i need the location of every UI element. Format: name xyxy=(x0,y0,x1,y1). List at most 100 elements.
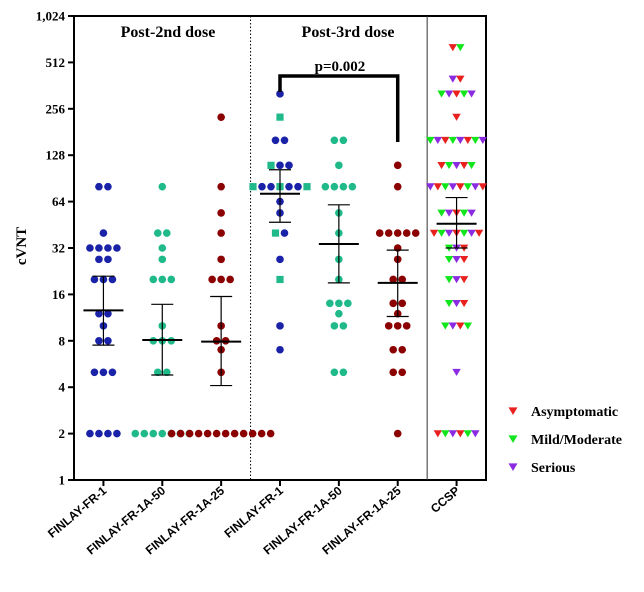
data-point-triangle xyxy=(448,430,458,438)
data-point-triangle xyxy=(448,183,458,191)
data-point-triangle xyxy=(441,136,450,145)
legend: Asymptomatic Mild/Moderate Serious xyxy=(508,405,622,476)
data-point-circle xyxy=(167,429,176,438)
y-axis-title: cVNT xyxy=(14,227,30,265)
data-point-square xyxy=(276,113,284,121)
data-point-circle xyxy=(330,322,339,330)
data-point-circle xyxy=(330,182,339,191)
data-point-triangle xyxy=(456,136,465,145)
data-point-triangle xyxy=(456,322,465,330)
data-point-circle xyxy=(389,275,398,284)
y-tick-label: 128 xyxy=(46,148,66,163)
data-point-triangle xyxy=(459,256,469,264)
p-value-annotation: p=0.002 xyxy=(315,59,366,75)
data-point-circle xyxy=(99,229,108,237)
data-point-triangle xyxy=(444,209,454,217)
data-point-triangle xyxy=(448,44,458,52)
data-point-circle xyxy=(176,429,185,438)
data-point-triangle xyxy=(471,136,480,145)
data-point-triangle xyxy=(478,183,488,191)
data-point-circle xyxy=(95,309,103,318)
data-point-circle xyxy=(217,255,225,264)
significance-bracket xyxy=(278,74,400,142)
legend-label: Serious xyxy=(531,461,576,476)
data-point-triangle xyxy=(437,161,446,170)
data-point-circle xyxy=(375,229,384,237)
data-point-circle xyxy=(86,244,94,252)
data-point-circle xyxy=(104,244,112,252)
data-point-circle xyxy=(104,309,112,318)
legend-label: Mild/Moderate xyxy=(531,433,622,448)
data-point-triangle xyxy=(467,209,476,217)
data-point-circle xyxy=(162,368,171,377)
data-point-circle xyxy=(217,182,225,191)
data-point-triangle xyxy=(452,256,461,264)
data-point-triangle xyxy=(467,161,476,170)
data-point-circle xyxy=(158,429,167,438)
data-point-triangle xyxy=(463,430,473,438)
data-point-triangle xyxy=(448,136,458,145)
data-point-circle xyxy=(393,322,402,330)
data-point-circle xyxy=(276,255,284,264)
data-point-circle xyxy=(402,229,411,237)
data-point-triangle xyxy=(459,161,469,170)
data-point-triangle xyxy=(459,229,469,237)
data-point-triangle xyxy=(452,276,461,284)
data-point-triangle xyxy=(459,209,469,217)
data-point-triangle xyxy=(444,90,454,98)
data-point-circle xyxy=(258,182,266,191)
data-point-triangle xyxy=(471,430,480,438)
data-point-circle xyxy=(339,368,348,377)
data-point-circle xyxy=(221,429,230,438)
legend-marker xyxy=(508,407,518,416)
data-point-circle xyxy=(257,429,266,438)
data-point-circle xyxy=(217,113,225,121)
data-point-circle xyxy=(393,182,402,191)
data-point-circle xyxy=(149,429,158,438)
data-point-circle xyxy=(266,429,275,438)
data-point-circle xyxy=(393,229,402,237)
data-point-triangle xyxy=(433,136,443,145)
data-point-triangle xyxy=(463,136,473,145)
data-point-circle xyxy=(167,275,176,284)
data-point-circle xyxy=(95,429,103,438)
data-point-circle xyxy=(104,429,112,438)
y-tick-label: 256 xyxy=(46,101,66,116)
x-category-label: CCSP xyxy=(428,484,463,516)
data-point-circle xyxy=(248,429,257,438)
data-point-circle xyxy=(153,229,162,237)
data-point-circle xyxy=(149,275,158,284)
data-point-circle xyxy=(389,299,398,308)
data-point-circle xyxy=(267,182,275,191)
data-point-circle xyxy=(398,299,407,308)
data-point-circle xyxy=(208,275,216,284)
data-point-triangle xyxy=(463,183,473,191)
data-point-circle xyxy=(384,322,393,330)
data-point-circle xyxy=(339,136,348,145)
data-point-circle xyxy=(153,368,162,377)
data-point-circle xyxy=(294,182,302,191)
data-point-circle xyxy=(90,275,99,284)
legend-label: Asymptomatic xyxy=(531,405,618,420)
data-point-circle xyxy=(203,429,212,438)
data-point-circle xyxy=(402,322,411,330)
data-point-circle xyxy=(321,182,330,191)
y-tick-label: 16 xyxy=(52,287,66,302)
data-point-circle xyxy=(158,275,167,284)
data-point-triangle xyxy=(444,229,454,237)
data-point-triangle xyxy=(441,183,450,191)
data-point-circle xyxy=(239,429,248,438)
y-tick-label: 2 xyxy=(59,426,66,441)
y-tick-label: 8 xyxy=(59,333,66,348)
data-point-circle xyxy=(384,229,393,237)
data-point-circle xyxy=(411,229,420,237)
data-point-triangle xyxy=(452,368,461,377)
data-point-triangle xyxy=(459,90,469,98)
data-point-triangle xyxy=(459,299,469,308)
data-point-circle xyxy=(326,299,334,308)
data-point-circle xyxy=(212,429,221,438)
data-point-circle xyxy=(226,275,234,284)
data-point-circle xyxy=(90,368,99,377)
data-point-triangle xyxy=(474,229,484,237)
data-point-triangle xyxy=(452,299,461,308)
